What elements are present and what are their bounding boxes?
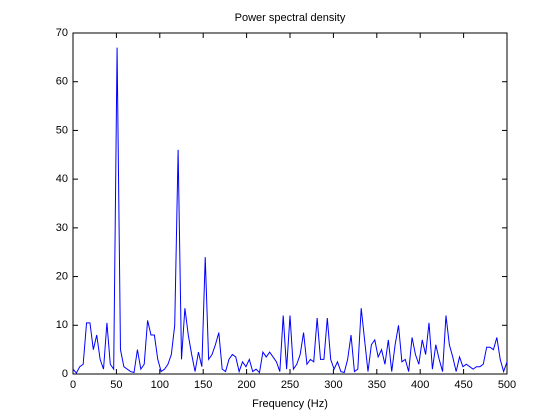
x-tick-label: 350 — [368, 379, 386, 391]
x-tick-label: 500 — [498, 379, 516, 391]
chart-title: Power spectral density — [235, 12, 346, 24]
x-tick-label: 300 — [324, 379, 342, 391]
x-tick-label: 0 — [70, 379, 76, 391]
y-tick-label: 20 — [56, 270, 68, 282]
x-axis-label: Frequency (Hz) — [252, 398, 328, 410]
x-tick-label: 250 — [281, 379, 299, 391]
x-tick-label: 150 — [194, 379, 212, 391]
y-tick-label: 70 — [56, 27, 68, 39]
y-tick-label: 10 — [56, 319, 68, 331]
y-tick-label: 60 — [56, 76, 68, 88]
psd-line — [72, 47, 508, 374]
y-tick-label: 0 — [62, 368, 68, 380]
x-tick-label: 450 — [454, 379, 472, 391]
x-tick-label: 400 — [411, 379, 429, 391]
y-tick-label: 30 — [56, 222, 68, 234]
x-tick-label: 200 — [237, 379, 255, 391]
y-tick-label: 40 — [56, 173, 68, 185]
x-tick-label: 50 — [110, 379, 122, 391]
y-tick-label: 50 — [56, 124, 68, 136]
x-tick-label: 100 — [151, 379, 169, 391]
